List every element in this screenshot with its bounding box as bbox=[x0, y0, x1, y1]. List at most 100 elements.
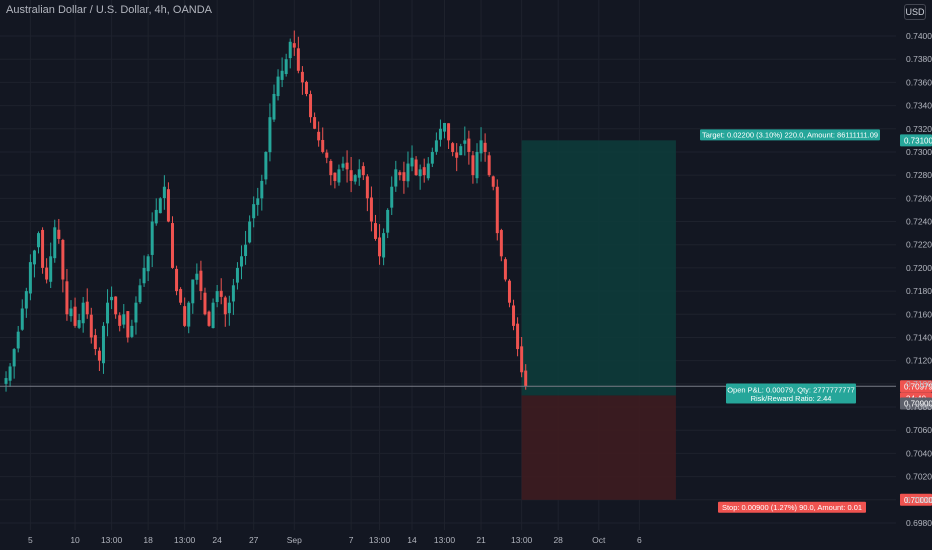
candle-body bbox=[69, 308, 73, 317]
position-info-box bbox=[726, 383, 856, 404]
candle-body bbox=[317, 131, 321, 141]
candle-body bbox=[300, 71, 304, 83]
candle-body bbox=[276, 76, 280, 97]
candle-body bbox=[166, 189, 170, 222]
candle-body bbox=[369, 197, 373, 222]
time-tick-label: 27 bbox=[249, 535, 259, 545]
candle-body bbox=[280, 70, 284, 80]
candle-body bbox=[386, 209, 390, 233]
position-overlay: Target: 0.02200 (3.10%) 220.0, Amount: 8… bbox=[0, 129, 932, 513]
candle-body bbox=[434, 140, 438, 152]
candle-body bbox=[28, 262, 32, 294]
candle-body bbox=[175, 268, 179, 292]
candle-body bbox=[248, 221, 252, 243]
candle-body bbox=[516, 323, 520, 350]
candle-body bbox=[219, 290, 223, 297]
candle-body bbox=[162, 186, 166, 199]
candle-body bbox=[333, 172, 337, 181]
candle-body bbox=[483, 142, 487, 152]
target-zone bbox=[521, 140, 676, 396]
candle-body bbox=[170, 223, 174, 268]
candle-body bbox=[467, 138, 471, 152]
time-axis[interactable]: 5 10 13:00 18 13:00 24 27 Sep 7 13:00 14 13:00 21 13:… bbox=[28, 535, 642, 545]
candle-body bbox=[491, 176, 495, 187]
position-zones bbox=[521, 140, 676, 500]
candle-body bbox=[101, 325, 105, 364]
candle-body bbox=[507, 280, 511, 303]
time-tick-label: 5 bbox=[28, 535, 33, 545]
candle-body bbox=[77, 320, 81, 328]
current-price-tag-box bbox=[900, 380, 932, 393]
candle-body bbox=[406, 163, 410, 182]
candle-body bbox=[215, 291, 219, 302]
price-tick-label: 0.70000 bbox=[906, 495, 932, 505]
time-tick-label: 13:00 bbox=[174, 535, 196, 545]
candle-body bbox=[154, 209, 158, 224]
candle-body bbox=[179, 289, 183, 303]
candle-body bbox=[447, 123, 451, 141]
candle-body bbox=[93, 335, 97, 350]
candle-body bbox=[479, 140, 483, 154]
candle-body bbox=[65, 281, 69, 315]
candle-body bbox=[329, 161, 333, 176]
stop-price-tag-text: 0.70000 bbox=[904, 496, 932, 505]
candle-body bbox=[284, 59, 288, 75]
position-info-line1: Open P&L: 0.00079, Qty: 2777777777 bbox=[727, 385, 855, 394]
target-label-box bbox=[700, 129, 880, 141]
target-price-tag-text: 0.73100 bbox=[904, 136, 932, 145]
candle-body bbox=[24, 291, 28, 309]
candle-body bbox=[32, 250, 36, 265]
candle-body bbox=[313, 117, 317, 129]
entry-price-tag-box bbox=[900, 397, 932, 410]
target-price-tag-box bbox=[900, 134, 932, 147]
price-tick-label: 0.69800 bbox=[906, 518, 932, 528]
candle-body bbox=[61, 239, 65, 280]
time-tick-label: 6 bbox=[637, 535, 642, 545]
candle-body bbox=[272, 93, 276, 120]
candle-body bbox=[341, 163, 345, 168]
candle-body bbox=[430, 151, 434, 164]
candle-body bbox=[252, 204, 256, 219]
candle-body bbox=[390, 186, 394, 208]
time-tick-label: 13:00 bbox=[101, 535, 123, 545]
candle-body bbox=[402, 172, 406, 181]
candle-body bbox=[235, 267, 239, 283]
candle-body bbox=[422, 167, 426, 176]
candle-body bbox=[475, 151, 479, 179]
stop-price-tag-box bbox=[900, 493, 932, 506]
candle-body bbox=[451, 143, 455, 152]
candle-body bbox=[223, 297, 227, 315]
time-tick-label: 7 bbox=[349, 535, 354, 545]
candle-body bbox=[81, 302, 85, 324]
candle-body bbox=[199, 270, 203, 292]
candle-body bbox=[418, 169, 422, 177]
candle-body bbox=[53, 227, 57, 259]
chart-title: Australian Dollar / U.S. Dollar, 4h, OAN… bbox=[6, 4, 213, 16]
candle-body bbox=[138, 285, 142, 303]
candle-body bbox=[382, 233, 386, 258]
candle-body bbox=[524, 370, 528, 387]
stop-zone bbox=[521, 395, 676, 500]
time-tick-label: 13:00 bbox=[434, 535, 456, 545]
candle-body bbox=[244, 244, 248, 256]
currency-button[interactable]: USD bbox=[904, 4, 926, 20]
candle-body bbox=[455, 152, 459, 158]
candle-body bbox=[150, 221, 154, 255]
candle-body bbox=[487, 155, 491, 176]
candle-body bbox=[410, 157, 414, 167]
candle-body bbox=[203, 292, 207, 315]
time-tick-label: 10 bbox=[70, 535, 80, 545]
candle-body bbox=[309, 94, 313, 118]
candle-body bbox=[264, 151, 268, 180]
candle-body bbox=[292, 43, 296, 48]
